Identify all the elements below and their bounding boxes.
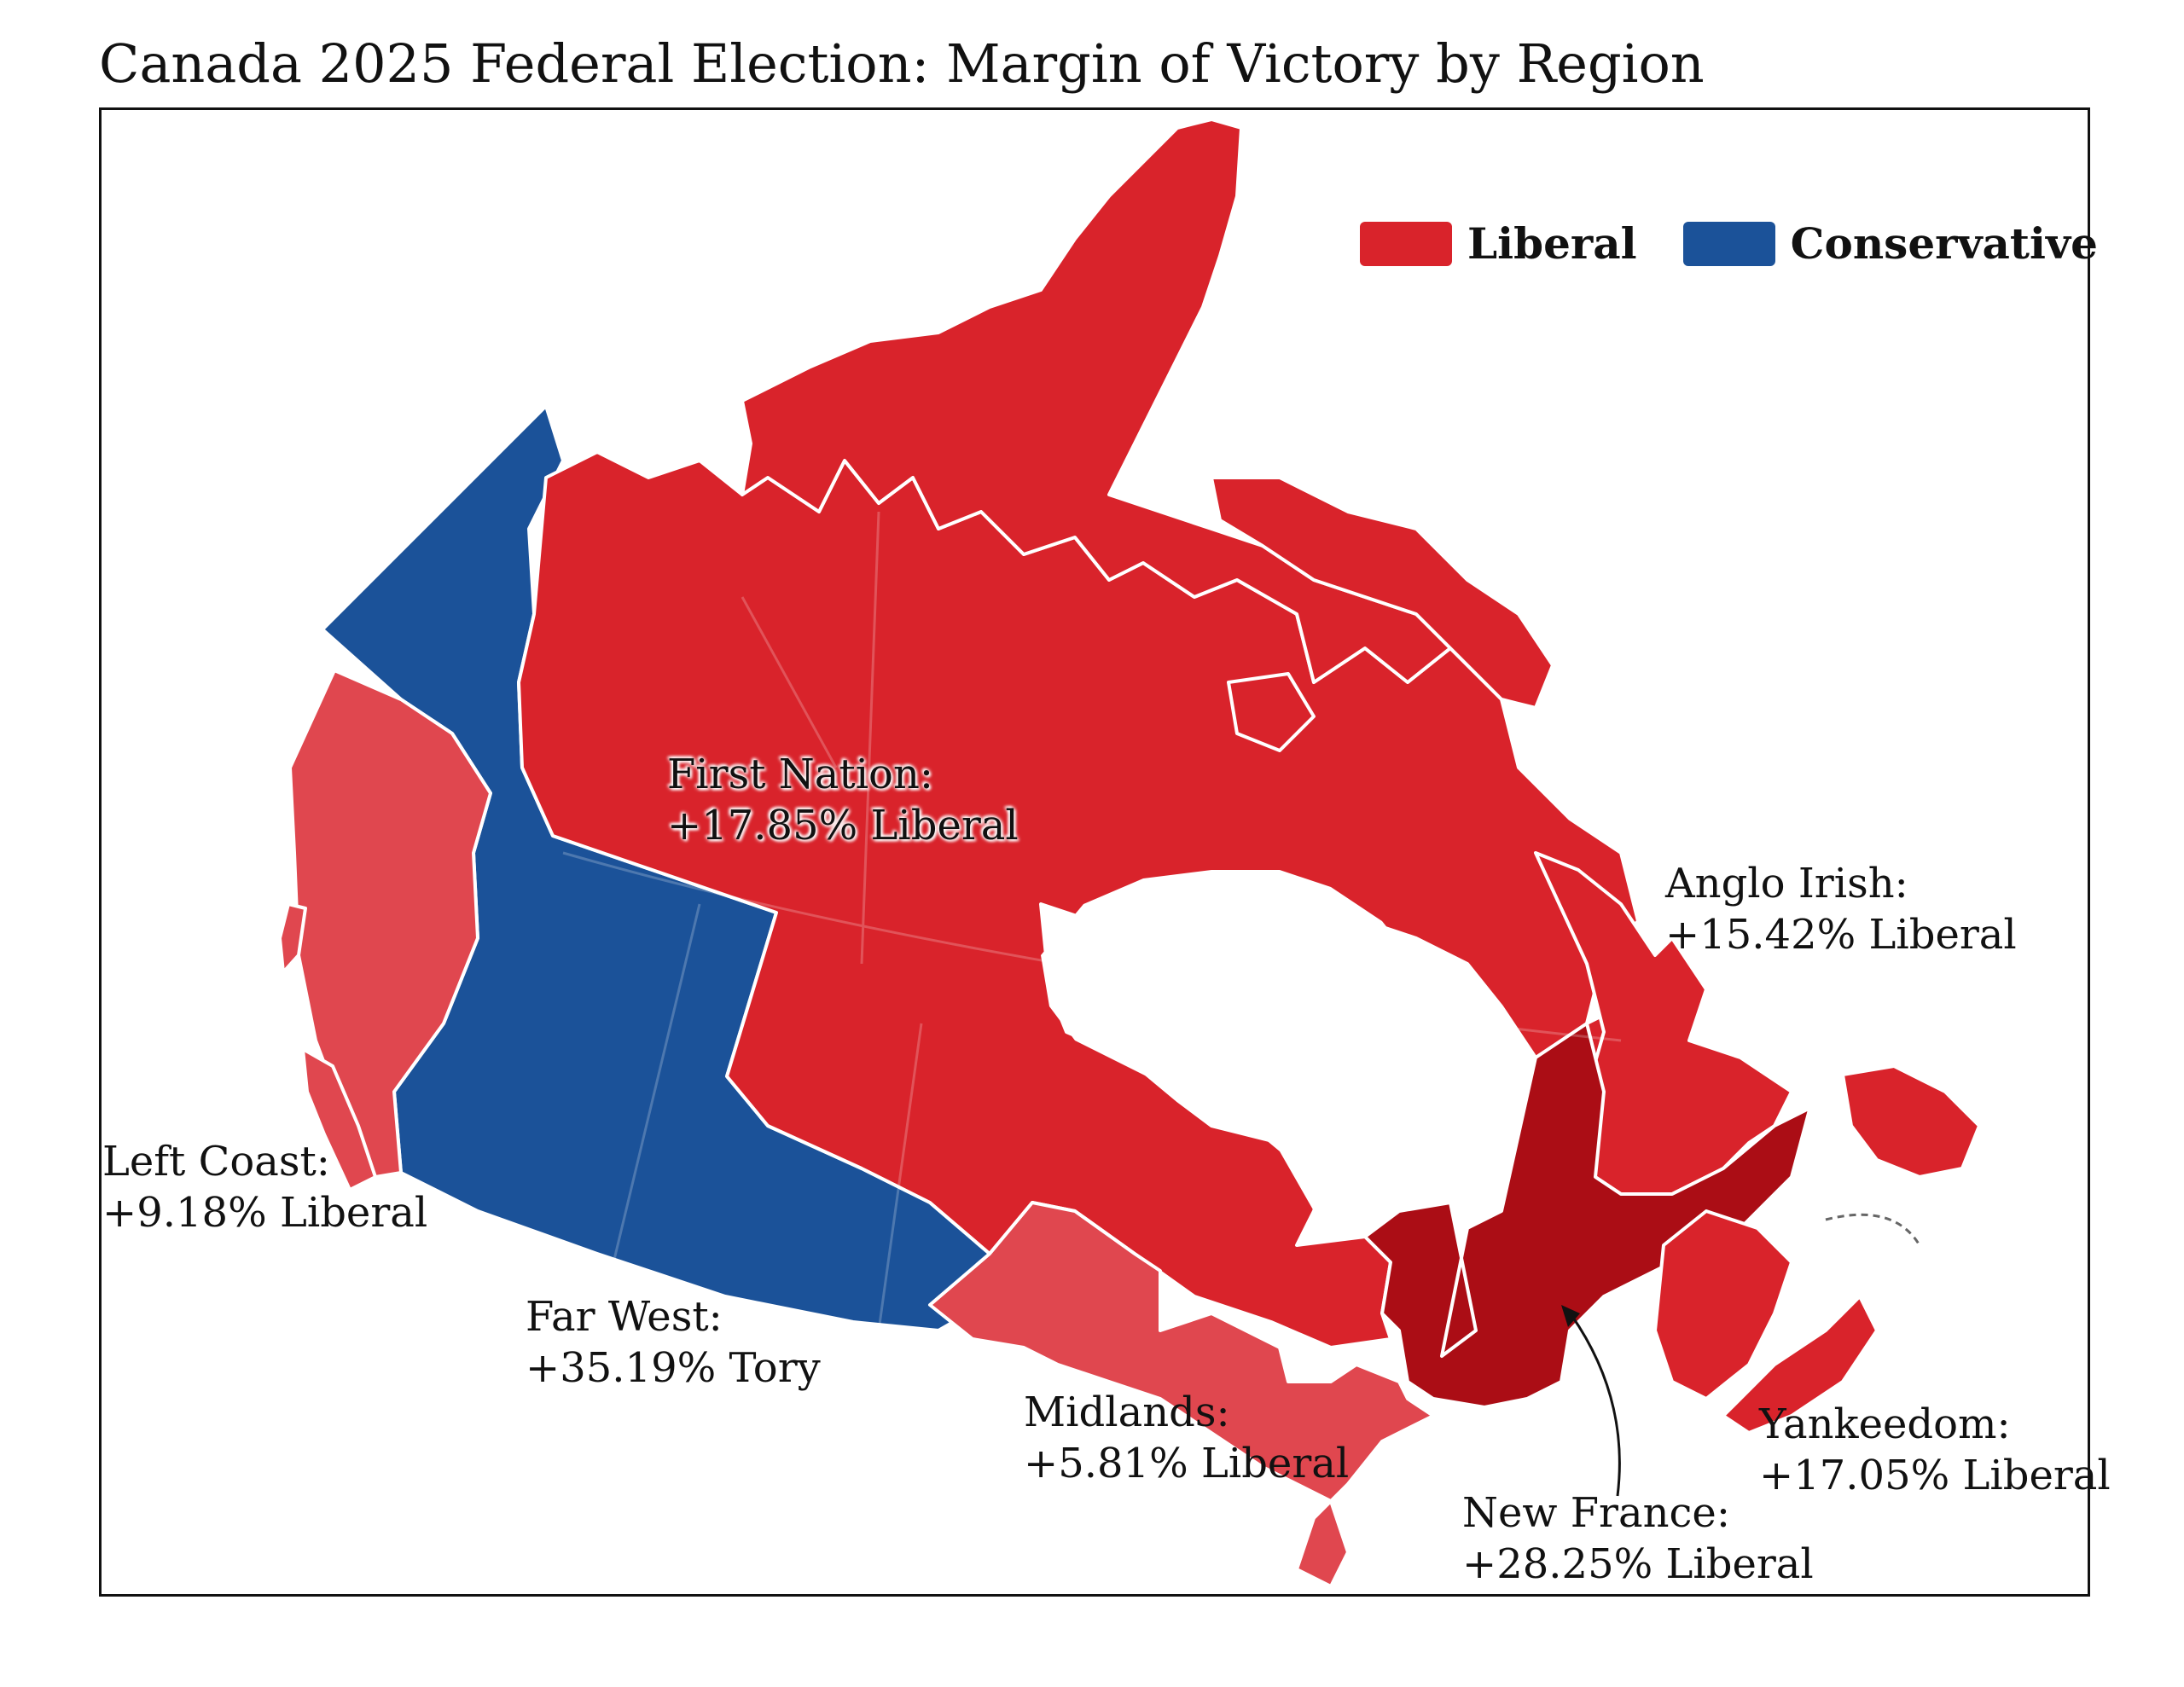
legend-label-liberal: Liberal [1467,218,1637,269]
label-far-west-name: Far West: [526,1293,723,1341]
label-left-coast: Left Coast: +9.18% Liberal [102,1136,427,1238]
label-first-nation: First Nation: +17.85% Liberal [667,749,1019,851]
island-left-coast [301,1047,377,1191]
legend-label-conservative: Conservative [1790,218,2098,269]
label-far-west: Far West: +35.19% Tory [526,1291,821,1394]
hudson-bay [1041,870,1416,1228]
baffin-island [1210,476,1554,710]
label-yankeedom-margin: +17.05% Liberal [1759,1452,2111,1499]
label-midlands-name: Midlands: [1024,1388,1230,1436]
label-midlands: Midlands: +5.81% Liberal [1024,1387,1349,1489]
graticule [562,511,1622,1331]
legend-swatch-liberal [1360,221,1452,266]
legend: Liberal Conservative [1360,218,2144,269]
label-far-west-margin: +35.19% Tory [526,1344,821,1392]
label-new-france: New France: +28.25% Liberal [1462,1487,1814,1590]
region-midlands[interactable] [928,1201,1435,1588]
label-new-france-name: New France: [1462,1489,1730,1537]
map-frame [99,107,2090,1597]
island-haida-gwaii [278,902,307,974]
region-left-coast[interactable] [288,669,492,1179]
southampton-island [1227,672,1316,752]
region-yankeedom[interactable] [1653,1209,1793,1400]
label-left-coast-margin: +9.18% Liberal [102,1189,428,1237]
label-anglo-irish: Anglo Irish: +15.42% Liberal [1665,858,2017,960]
nova-scotia [1722,1295,1879,1435]
label-first-nation-name: First Nation: [667,751,934,798]
legend-swatch-conservative [1682,221,1775,266]
region-new-france[interactable] [1363,1022,1827,1409]
label-new-france-margin: +28.25% Liberal [1462,1540,1814,1588]
newfoundland-island [1841,1064,1981,1179]
label-anglo-irish-margin: +15.42% Liberal [1665,911,2017,959]
label-first-nation-margin: +17.85% Liberal [667,802,1019,849]
label-yankeedom: Yankeedom: +17.05% Liberal [1759,1399,2111,1501]
label-midlands-margin: +5.81% Liberal [1024,1440,1350,1487]
map-title: Canada 2025 Federal Election: Margin of … [99,32,1705,95]
label-yankeedom-name: Yankeedom: [1759,1400,2011,1448]
label-left-coast-name: Left Coast: [102,1138,330,1186]
label-anglo-irish-name: Anglo Irish: [1665,860,1908,907]
